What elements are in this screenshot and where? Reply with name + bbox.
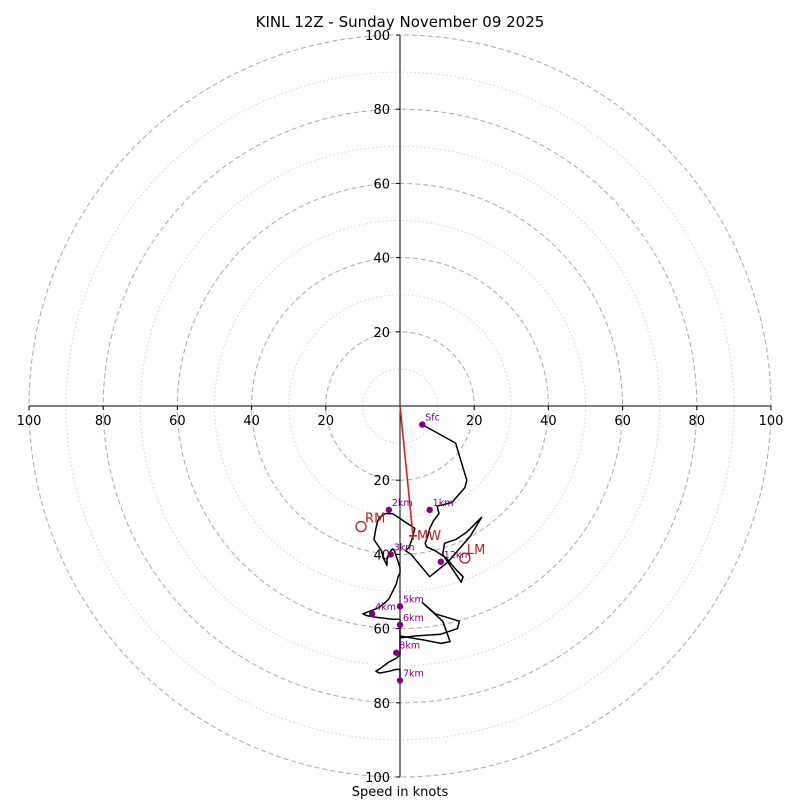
height-marker-12km	[437, 558, 445, 566]
lm-motion-marker	[459, 552, 471, 564]
height-marker-8km	[393, 649, 400, 656]
height-marker-5km	[396, 603, 404, 610]
chart-title: KINL 12Z - Sunday November 09 2025	[256, 13, 545, 31]
y-tick-label: 100	[365, 29, 390, 44]
x-axis-label: Speed in knots	[352, 785, 449, 800]
hodograph-series	[362, 405, 483, 681]
height-label-sfc: Sfc	[425, 413, 440, 424]
height-label-1km: 1km	[433, 498, 454, 509]
height-marker-3km	[387, 551, 394, 558]
x-tick-label: 20	[466, 414, 483, 429]
y-tick-label: 20	[373, 474, 390, 489]
height-marker-2km	[385, 506, 393, 514]
x-tick-label: 100	[17, 414, 42, 429]
height-label-8km: 8km	[399, 641, 420, 652]
height-label-4km: 4km	[375, 602, 396, 613]
x-tick-label: 100	[759, 414, 784, 429]
mean-wind-label: MW	[417, 529, 441, 544]
height-label-5km: 5km	[403, 594, 424, 605]
x-tick-label: 60	[614, 414, 631, 429]
height-marker-6km	[396, 621, 404, 629]
mean-wind-marker	[408, 531, 417, 540]
height-marker-4km	[368, 610, 376, 617]
x-tick-label: 80	[689, 414, 706, 429]
y-tick-label: 80	[373, 103, 390, 118]
y-tick-label: 60	[373, 177, 390, 192]
y-tick-label: 40	[373, 548, 390, 563]
hodograph-trace-segment	[399, 601, 461, 645]
tick-labels: 20 20 20 20 40 40 40 40 60 60 60 60 80 80 80 80 100 100 10…	[17, 29, 784, 786]
x-tick-label: 20	[318, 414, 335, 429]
x-tick-label: 80	[95, 414, 112, 429]
shear-vector-line	[399, 405, 414, 536]
hodograph-trace	[362, 423, 483, 681]
height-label-6km: 6km	[403, 613, 424, 624]
height-label-7km: 7km	[403, 669, 424, 680]
height-label-2km: 2km	[392, 498, 413, 509]
y-tick-label: 20	[373, 326, 390, 341]
rm-motion-label: RM	[365, 512, 385, 527]
x-tick-label: 40	[243, 414, 260, 429]
storm-motions: RM MW LM	[355, 512, 485, 564]
x-tick-label: 40	[540, 414, 557, 429]
height-marker-sfc	[419, 421, 426, 428]
height-label-3km: 3km	[394, 542, 415, 553]
y-tick-label: 40	[373, 252, 390, 267]
y-tick-label: 100	[365, 771, 390, 786]
height-markers: Sfc 1km 2km 3km 4km 5km 6km 7km 8km 12km	[368, 413, 471, 684]
height-label-12km: 12km	[444, 550, 471, 561]
y-tick-label: 60	[373, 623, 390, 638]
y-tick-label: 80	[373, 697, 390, 712]
rm-motion-marker	[355, 520, 367, 533]
x-tick-label: 60	[169, 414, 186, 429]
lm-motion-label: LM	[467, 543, 485, 558]
height-marker-1km	[426, 506, 433, 514]
height-marker-7km	[396, 677, 404, 684]
